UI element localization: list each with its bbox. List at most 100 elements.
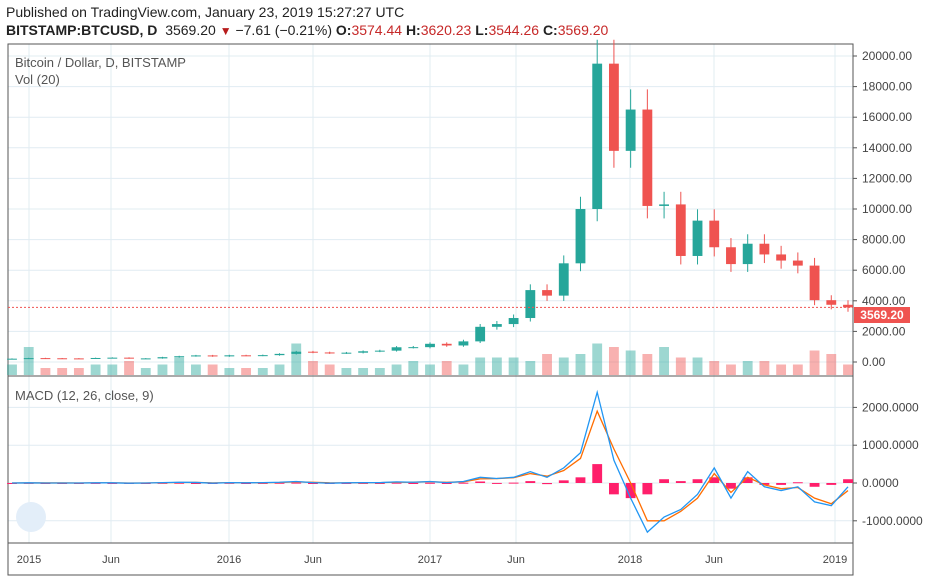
volume-bar: [742, 361, 753, 375]
volume-bar: [358, 368, 369, 375]
candle: [458, 341, 469, 346]
price-tag: [854, 307, 910, 323]
macd-histogram-bar: [425, 482, 435, 484]
macd-histogram-bar: [525, 481, 536, 483]
macd-histogram-bar: [174, 482, 185, 484]
candle: [40, 358, 51, 360]
macd-histogram-bar: [391, 482, 402, 484]
y-tick-label: 16000.00: [862, 110, 912, 124]
candle: [224, 355, 235, 357]
main-pane-title: Bitcoin / Dollar, D, BITSTAMP: [15, 55, 186, 70]
candle: [592, 63, 603, 210]
candle: [558, 263, 569, 296]
volume-bar: [308, 361, 318, 375]
candle: [191, 355, 201, 357]
candle: [726, 247, 736, 265]
volume-bar: [341, 368, 352, 375]
y-tick-label: 14000.00: [862, 141, 912, 155]
y-tick-label: 2000.00: [862, 324, 906, 338]
candle: [441, 343, 452, 346]
y-tick-label: 4000.00: [862, 294, 906, 308]
volume-bar: [525, 361, 536, 375]
x-tick-label: Jun: [705, 554, 723, 566]
macd-histogram-bar: [726, 483, 736, 489]
candle: [575, 209, 586, 264]
candle: [675, 204, 686, 256]
macd-y-tick-label: 2000.0000: [862, 400, 919, 414]
volume-bar: [809, 350, 820, 375]
volume-bar: [759, 361, 770, 375]
candle: [792, 260, 803, 266]
x-tick-label: 2018: [618, 554, 642, 566]
macd-histogram-bar: [7, 483, 17, 484]
macd-histogram-bar: [508, 482, 519, 484]
candle: [475, 326, 486, 342]
y-tick-label: 18000.00: [862, 80, 912, 94]
macd-histogram-bar: [575, 477, 586, 483]
macd-histogram-bar: [642, 483, 653, 495]
candle: [508, 318, 519, 325]
candle: [174, 356, 185, 358]
x-tick-label: 2015: [17, 554, 41, 566]
macd-histogram-bar: [458, 482, 469, 484]
macd-histogram-bar: [558, 480, 569, 483]
volume-bar: [241, 368, 251, 375]
candle: [491, 324, 502, 327]
volume-bar: [726, 364, 736, 375]
volume-bar: [692, 357, 703, 375]
candle: [374, 350, 385, 352]
volume-bar: [374, 368, 385, 375]
down-triangle-icon: ▼: [219, 24, 232, 38]
volume-bar: [224, 368, 235, 375]
open-value: 3574.44: [351, 22, 403, 38]
candle: [124, 357, 134, 359]
symbol-line: BITSTAMP:BTCUSD, D 3569.20 ▼ −7.61 (−0.2…: [6, 22, 608, 38]
macd-histogram-bar: [675, 481, 686, 483]
candle: [826, 300, 837, 305]
candle: [776, 254, 787, 261]
volume-bar: [107, 364, 118, 375]
candle: [809, 265, 820, 301]
candle: [525, 290, 536, 319]
price-tag-label: 3569.20: [860, 308, 904, 322]
x-tick-label: Jun: [507, 554, 525, 566]
volume-bar: [709, 361, 720, 375]
candle: [625, 109, 636, 151]
x-tick-label: 2016: [217, 554, 241, 566]
candle: [425, 343, 435, 348]
symbol: BITSTAMP:BTCUSD, D: [6, 22, 158, 38]
candle: [257, 355, 268, 357]
volume-bar: [40, 368, 51, 375]
y-tick-label: 12000.00: [862, 171, 912, 185]
macd-histogram-bar: [625, 483, 636, 499]
candle: [7, 358, 17, 360]
volume-bar: [659, 347, 669, 375]
candle: [90, 357, 101, 359]
close-label: C:: [542, 22, 558, 38]
candle: [408, 347, 419, 349]
change: −7.61 (−0.21%): [235, 22, 332, 38]
low-value: 3544.26: [488, 22, 540, 38]
macd-histogram-bar: [709, 477, 720, 483]
macd-histogram-bar: [308, 483, 318, 484]
volume-bar: [140, 368, 151, 375]
candle: [642, 109, 653, 206]
macd-histogram-bar: [358, 482, 369, 484]
candle: [341, 352, 352, 354]
volume-bar: [475, 357, 486, 375]
volume-bar: [776, 364, 787, 375]
volume-bar: [542, 354, 552, 375]
macd-histogram-bar: [374, 482, 385, 484]
macd-histogram-bar: [609, 483, 619, 495]
open-label: O:: [335, 22, 352, 38]
candle: [207, 355, 218, 357]
candle: [140, 358, 151, 360]
volume-bar: [124, 361, 134, 375]
candle: [324, 352, 335, 354]
macd-histogram-bar: [542, 483, 552, 485]
tradingview-logo[interactable]: [16, 502, 46, 532]
macd-y-tick-label: 0.0000: [862, 476, 899, 490]
y-tick-label: 8000.00: [862, 233, 906, 247]
candle: [609, 63, 619, 151]
